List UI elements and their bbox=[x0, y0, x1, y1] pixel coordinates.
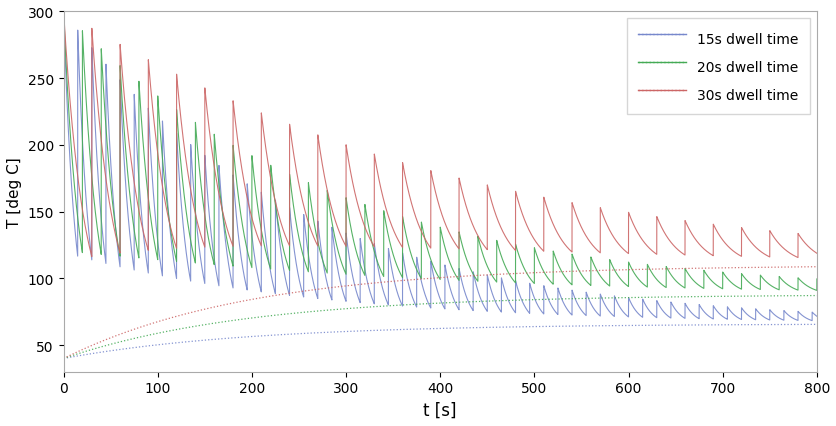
Legend: 15s dwell time, 20s dwell time, 30s dwell time: 15s dwell time, 20s dwell time, 30s dwel… bbox=[626, 19, 809, 115]
X-axis label: t [s]: t [s] bbox=[423, 401, 456, 419]
Y-axis label: T [deg C]: T [deg C] bbox=[7, 157, 22, 227]
